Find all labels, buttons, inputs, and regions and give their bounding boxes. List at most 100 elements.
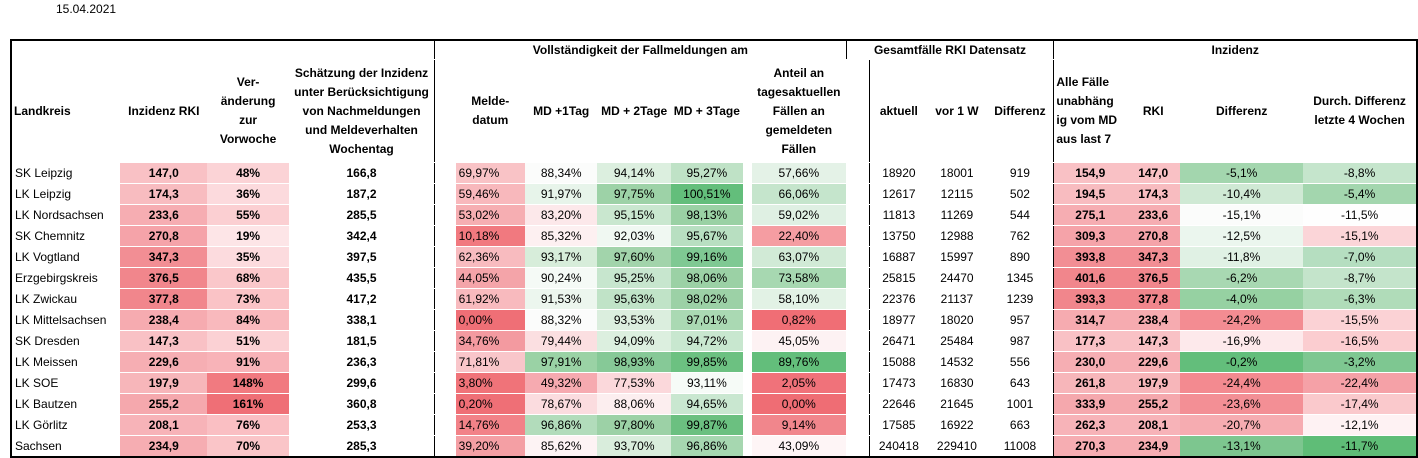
- cell-schaetzung: 360,8: [288, 393, 436, 415]
- spacer-cell: [434, 246, 456, 268]
- cell-vor1w: 18001: [927, 162, 987, 184]
- col-header-md1: MD +1Tag: [524, 59, 598, 163]
- cell-md3: 98,02%: [670, 288, 743, 310]
- cell-rki: 147,0: [1126, 162, 1181, 184]
- cell-alle-faelle: 401,6: [1053, 267, 1127, 289]
- cell-vor1w: 16922: [927, 414, 987, 436]
- cell-anteil: 43,09%: [751, 435, 847, 458]
- spacer-cell: [742, 435, 752, 458]
- cell-rki: 376,5: [1126, 267, 1181, 289]
- spacer-cell: [434, 183, 456, 205]
- table-row: SK Chemnitz 270,8 19% 342,4 10,18% 85,32% 92,0…: [9, 225, 1418, 247]
- cell-alle-faelle: 261,8: [1053, 372, 1127, 394]
- cell-md3: 95,67%: [670, 225, 743, 247]
- cell-md2: 94,14%: [597, 162, 671, 184]
- cell-md3: 94,72%: [670, 330, 743, 352]
- table-row: LK Vogtland 347,3 35% 397,5 62,36% 93,17% 97,6…: [9, 246, 1418, 268]
- spacer-cell: [434, 414, 456, 436]
- cell-meldedatum: 53,02%: [455, 204, 525, 226]
- cell-md1: 88,32%: [524, 309, 598, 331]
- spacer-cell: [846, 309, 871, 331]
- cell-durch-differenz: -5,4%: [1303, 183, 1418, 205]
- table-row: LK Mittelsachsen 238,4 84% 338,1 0,00% 88,32%…: [9, 309, 1418, 331]
- cell-meldedatum: 0,00%: [455, 309, 525, 331]
- cell-durch-differenz: -8,7%: [1303, 267, 1418, 289]
- cell-alle-faelle: 393,3: [1053, 288, 1127, 310]
- table-row: SK Dresden 147,3 51% 181,5 34,76% 79,44% 94,09…: [9, 330, 1418, 352]
- cell-meldedatum: 44,05%: [455, 267, 525, 289]
- cell-differenz-2: -16,9%: [1180, 330, 1304, 352]
- cell-aktuell: 17473: [869, 372, 928, 394]
- spacer-cell: [846, 393, 871, 415]
- col-header-schaetzung: Schätzung der Inzidenz unter Berücksicht…: [288, 59, 436, 163]
- cell-anteil: 57,66%: [751, 162, 847, 184]
- cell-vor1w: 24470: [927, 267, 987, 289]
- cell-md2: 93,53%: [597, 309, 671, 331]
- spacer-cell: [434, 393, 456, 415]
- spacer-cell: [742, 267, 752, 289]
- spacer-cell: [742, 309, 752, 331]
- report-date: 15.04.2021: [56, 2, 117, 16]
- cell-differenz-2: -24,4%: [1180, 372, 1304, 394]
- cell-md3: 96,86%: [670, 435, 743, 458]
- cell-veraenderung: 84%: [207, 309, 289, 331]
- spacer-cell: [434, 309, 456, 331]
- spacer-cell: [846, 162, 871, 184]
- table-row: Erzgebirgskreis 376,5 68% 435,5 44,05% 90,24%…: [9, 267, 1418, 289]
- cell-landkreis: LK Bautzen: [9, 393, 121, 415]
- cell-alle-faelle: 393,8: [1053, 246, 1127, 268]
- cell-alle-faelle: 309,3: [1053, 225, 1127, 247]
- cell-schaetzung: 253,3: [288, 414, 436, 436]
- spacer-cell: [434, 225, 456, 247]
- header-group-vollstaendigkeit: Vollständigkeit der Fallmeldungen am: [434, 39, 847, 60]
- cell-md3: 95,27%: [670, 162, 743, 184]
- cell-alle-faelle: 333,9: [1053, 393, 1127, 415]
- cell-differenz-2: -11,8%: [1180, 246, 1304, 268]
- cell-differenz: 957: [986, 309, 1055, 331]
- cell-vor1w: 25484: [927, 330, 987, 352]
- cell-differenz-2: -13,1%: [1180, 435, 1304, 458]
- cell-md3: 94,65%: [670, 393, 743, 415]
- cell-differenz: 987: [986, 330, 1055, 352]
- cell-aktuell: 26471: [869, 330, 928, 352]
- cell-md1: 91,53%: [524, 288, 598, 310]
- cell-rki: 208,1: [1126, 414, 1181, 436]
- cell-durch-differenz: -8,8%: [1303, 162, 1418, 184]
- cell-veraenderung: 35%: [207, 246, 289, 268]
- cell-anteil: 2,05%: [751, 372, 847, 394]
- table-row: LK Nordsachsen 233,6 55% 285,5 53,02% 83,20% 9…: [9, 204, 1418, 226]
- col-header-durch-differenz: Durch. Differenz letzte 4 Wochen: [1303, 59, 1418, 163]
- cell-md3: 99,87%: [670, 414, 743, 436]
- cell-veraenderung: 148%: [207, 372, 289, 394]
- cell-vor1w: 21137: [927, 288, 987, 310]
- cell-rki: 255,2: [1126, 393, 1181, 415]
- cell-aktuell: 18920: [869, 162, 928, 184]
- cell-veraenderung: 68%: [207, 267, 289, 289]
- cell-differenz: 556: [986, 351, 1055, 373]
- cell-differenz-2: -23,6%: [1180, 393, 1304, 415]
- cell-aktuell: 13750: [869, 225, 928, 247]
- cell-differenz: 643: [986, 372, 1055, 394]
- cell-md2: 95,15%: [597, 204, 671, 226]
- cell-differenz: 502: [986, 183, 1055, 205]
- cell-anteil: 58,10%: [751, 288, 847, 310]
- cell-rki: 238,4: [1126, 309, 1181, 331]
- cell-meldedatum: 61,92%: [455, 288, 525, 310]
- cell-md1: 83,20%: [524, 204, 598, 226]
- cell-schaetzung: 397,5: [288, 246, 436, 268]
- spacer-cell: [846, 288, 871, 310]
- table-row: LK Meissen 229,6 91% 236,3 71,81% 97,91% 98,93…: [9, 351, 1418, 373]
- col-header-rki: RKI: [1126, 59, 1181, 163]
- cell-landkreis: Sachsen: [9, 435, 121, 458]
- spacer-cell: [742, 330, 752, 352]
- cell-md2: 98,93%: [597, 351, 671, 373]
- cell-md1: 85,62%: [524, 435, 598, 458]
- cell-md2: 77,53%: [597, 372, 671, 394]
- cell-meldedatum: 3,80%: [455, 372, 525, 394]
- cell-anteil: 73,58%: [751, 267, 847, 289]
- spacer-cell: [742, 246, 752, 268]
- cell-aktuell: 15088: [869, 351, 928, 373]
- cell-differenz: 1239: [986, 288, 1055, 310]
- cell-anteil: 0,82%: [751, 309, 847, 331]
- cell-inzidenz-rki: 234,9: [120, 435, 208, 458]
